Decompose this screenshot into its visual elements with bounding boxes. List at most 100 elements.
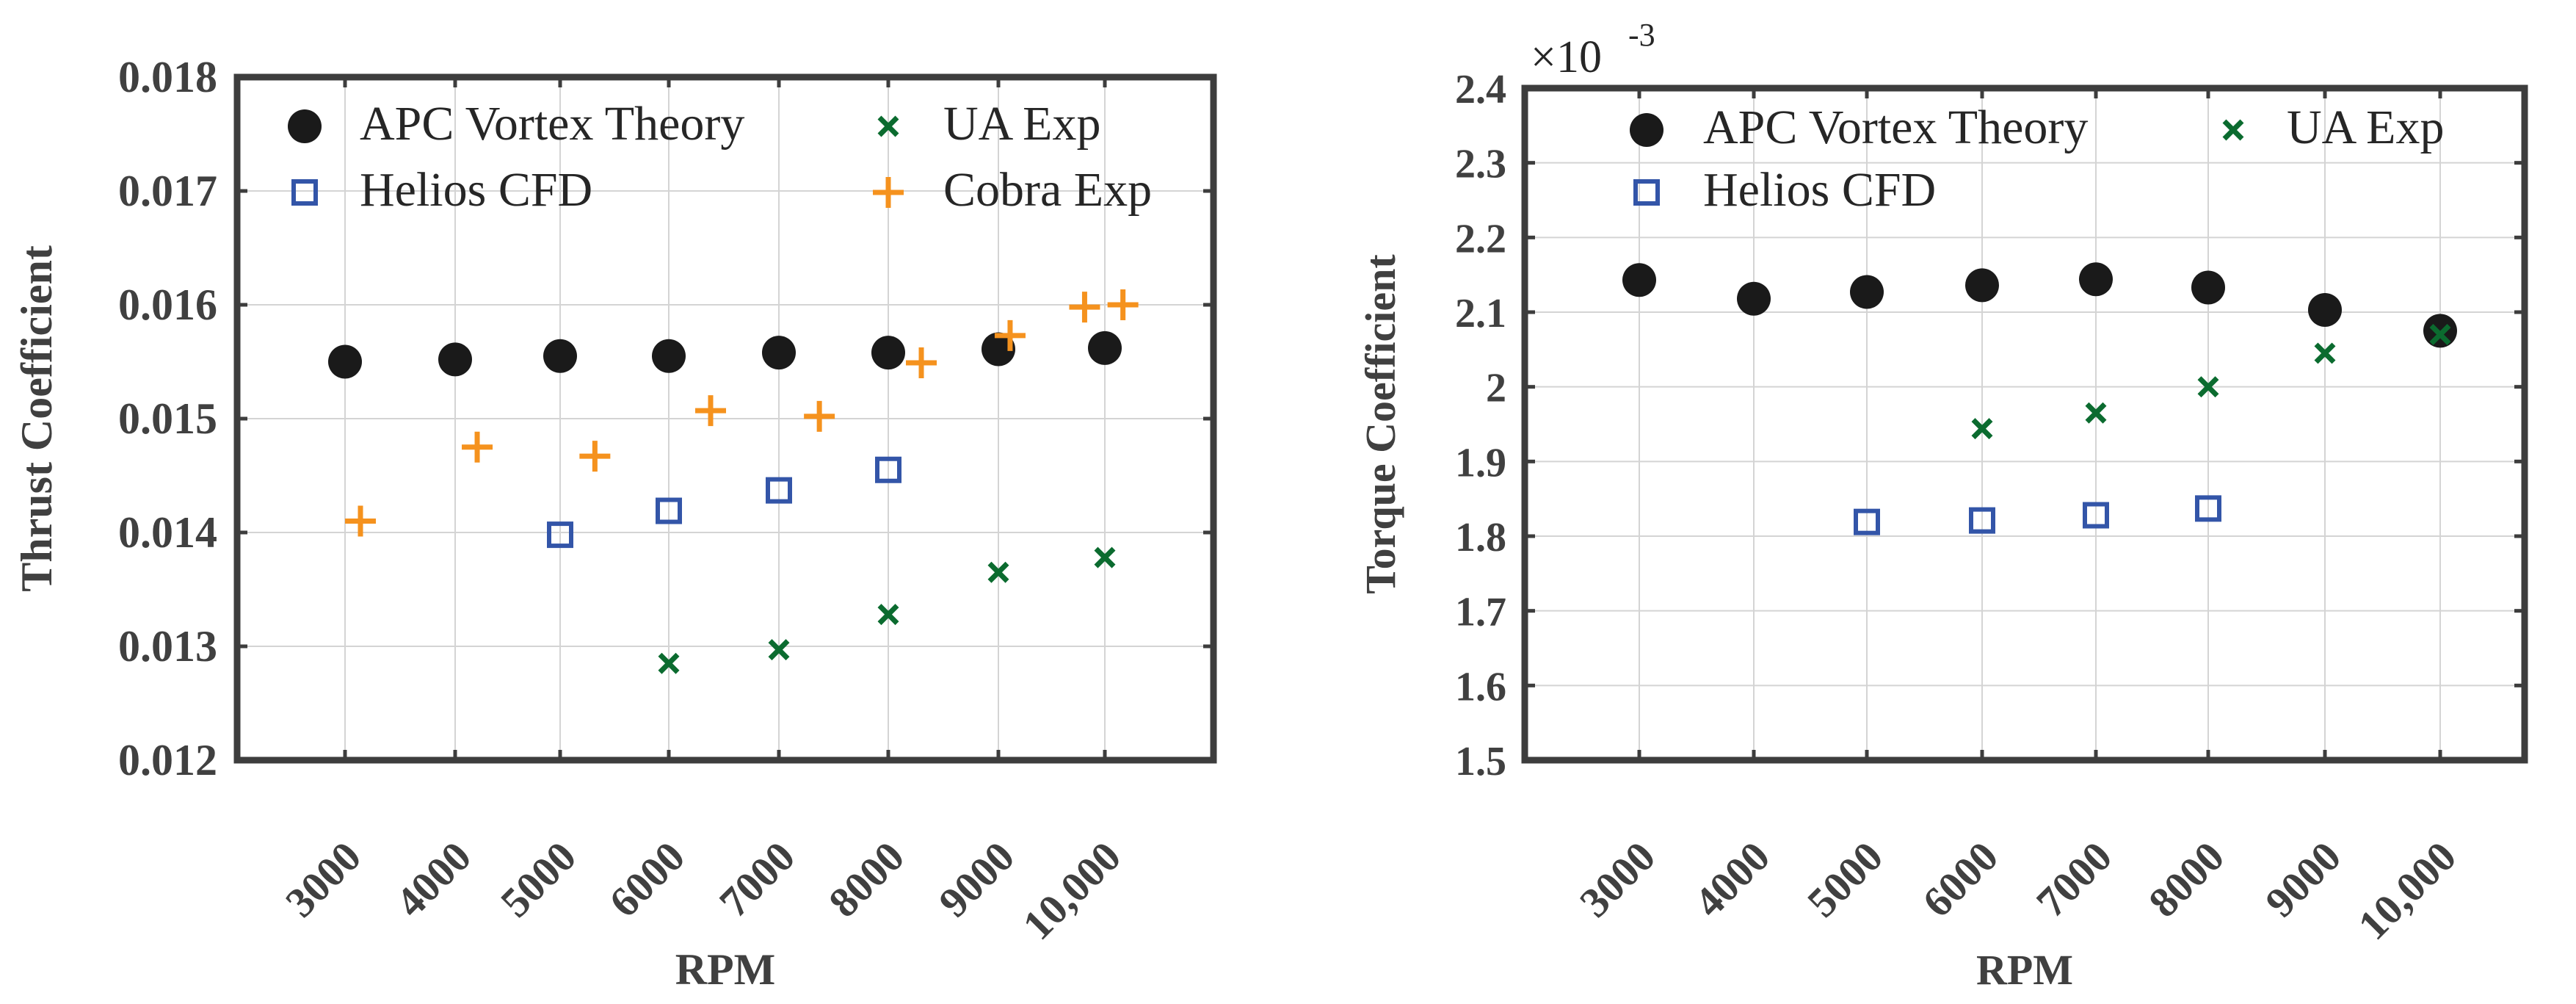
y-exponent-label: ×10 [1531,32,1602,82]
chart-1: 0.012 0.013 0.014 0.015 0.016 0.017 0.018 3000 4… [12,53,1217,994]
y-tick-label: 1.9 [1455,440,1506,485]
series-ua-exp [658,546,1116,674]
data-point [2197,376,2219,398]
data-point [994,319,1026,351]
series-apc-vortex-theory [328,331,1122,379]
x-tick-label: 8000 [2139,832,2233,926]
chart-2: 1.5 1.6 1.7 1.8 1.9 2 2.1 2.2 2.3 2.4 3000 4000 5000… [1357,17,2528,994]
legend-label: Helios CFD [360,163,592,217]
data-point [877,604,899,626]
series-ua-exp [1971,324,2451,440]
x-tick-label: 10,000 [1013,832,1130,949]
data-point [1088,331,1122,365]
y-tick-label: 0.013 [118,622,217,671]
x-tick-label: 4000 [386,832,480,926]
data-point [2085,402,2107,424]
legend-label: UA Exp [2287,101,2445,154]
data-point [2429,324,2451,345]
data-point [1737,281,1771,316]
data-point [2079,262,2113,297]
y-tick-label: 0.018 [118,53,217,101]
legend: APC Vortex Theory UA Exp Helios CFD Cobra E… [288,97,1152,217]
data-point [987,561,1009,583]
legend-label: UA Exp [943,97,1101,151]
data-point [462,431,493,463]
data-point [1850,275,1884,309]
y-tick-label: 1.6 [1455,664,1506,709]
data-point [543,339,577,373]
x-tick-label: 8000 [819,832,913,926]
series-helios-cfd [1854,495,2221,535]
x-tick-label: 3000 [1570,832,1664,926]
x-tick-label: 3000 [276,832,370,926]
data-point [2314,342,2336,364]
x-tick-label: 5000 [491,832,585,926]
data-point [875,456,901,483]
data-point [906,347,937,379]
series-helios-cfd [547,456,901,549]
legend-label: Cobra Exp [943,163,1152,217]
data-point [2423,314,2457,348]
x-tick-label: 4000 [1685,832,1779,926]
data-point [1094,546,1116,568]
x-tick-label: 6000 [1913,832,2007,926]
y-tick-label: 2 [1486,366,1506,411]
y-tick-label: 2.3 [1455,142,1506,187]
data-point [652,339,686,373]
y-tick-label: 0.017 [118,167,217,215]
y-tick-label: 0.015 [118,394,217,443]
plot-area [1525,88,2525,760]
data-point [1069,292,1100,323]
legend-marker [877,115,899,137]
y-tick-label: 1.8 [1455,515,1506,560]
legend-marker [2222,119,2244,141]
series-apc-vortex-theory [1622,262,2457,348]
data-point [579,441,611,472]
x-tick-label: 5000 [1798,832,1892,926]
data-point [1971,418,1993,440]
y-tick-label: 0.012 [118,736,217,784]
data-point [345,505,376,537]
data-point [328,344,362,379]
x-tick-label: 9000 [929,832,1023,926]
legend-marker [288,109,322,143]
data-point [1969,507,1995,534]
data-point [695,395,726,427]
legend-marker [291,179,318,206]
data-point [1854,508,1880,535]
data-point [2308,292,2342,327]
data-point [768,639,790,661]
y-tick-label: 1.7 [1455,590,1506,635]
data-point [1107,289,1139,320]
axes-frame [1521,84,2528,764]
y-tick-label: 0.016 [118,281,217,329]
y-tick-label: 2.4 [1455,67,1506,112]
data-point [656,497,682,524]
y-exponent-power: -3 [1628,17,1655,53]
data-point [762,336,796,370]
series-cobra-exp [345,289,1139,537]
data-point [2083,502,2109,529]
data-point [658,652,680,674]
data-point [438,342,472,377]
data-point [871,336,905,370]
legend-label: Helios CFD [1703,163,1936,217]
legend-label: APC Vortex Theory [360,97,744,151]
y-tick-label: 2.2 [1455,216,1506,261]
y-tick-label: 0.014 [118,508,217,557]
x-tick-label: 9000 [2256,832,2350,926]
data-point [2191,270,2225,305]
y-tick-label: 1.5 [1455,739,1506,784]
x-tick-label: 7000 [2027,832,2121,926]
x-tick-label: 7000 [710,832,804,926]
data-point [804,400,835,432]
data-point [1622,263,1656,297]
data-point [2195,495,2221,522]
data-point [982,332,1015,366]
y-tick-label: 2.1 [1455,291,1506,336]
x-axis-title: RPM [1976,946,2073,994]
legend-marker [1630,113,1663,147]
y-axis-title: Thrust Coefficient [12,245,61,592]
data-point [766,477,792,504]
